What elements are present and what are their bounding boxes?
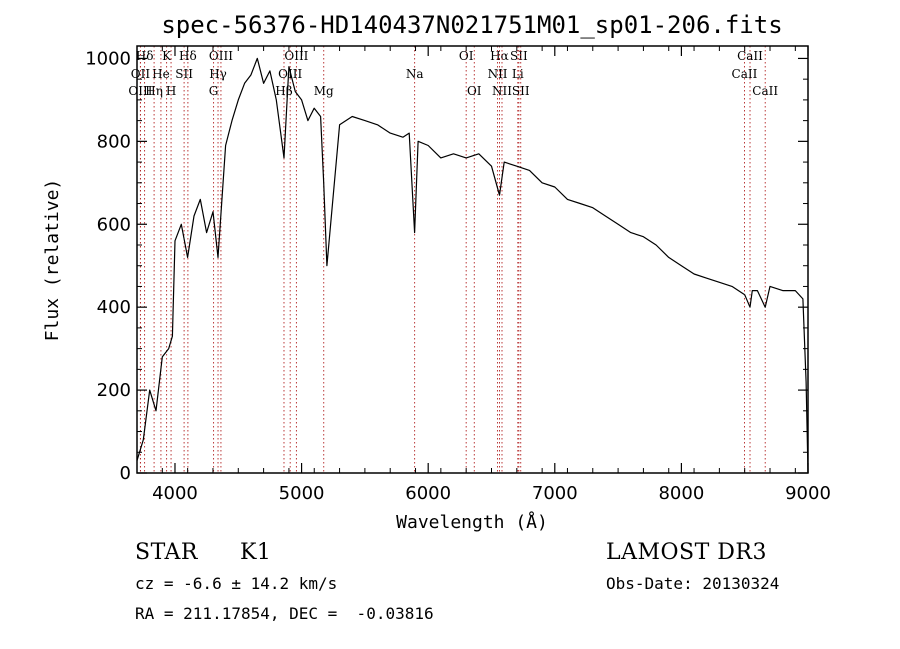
- line-marker-label: SII: [512, 84, 530, 98]
- y-tick-label: 800: [97, 131, 131, 152]
- coordinates-text: RA = 211.17854, DEC = -0.03816: [135, 604, 434, 623]
- x-tick-label: 6000: [405, 483, 451, 504]
- line-marker-label: SII: [510, 49, 528, 63]
- line-marker-label: Hη: [145, 84, 163, 98]
- line-marker-label: CaII: [752, 84, 778, 98]
- obs-date: Obs-Date: 20130324: [606, 574, 780, 593]
- line-marker-label: Li: [512, 67, 524, 81]
- line-marker-label: SII: [175, 67, 193, 81]
- spectrum-line: [136, 57, 809, 474]
- object-subclass: K1: [240, 540, 272, 565]
- line-marker-label: OI: [459, 49, 474, 63]
- x-axis-label: Wavelength (Å): [396, 511, 548, 533]
- survey-name: LAMOST DR3: [606, 540, 767, 565]
- line-marker-label: Mg: [314, 84, 334, 98]
- line-marker-label: K: [162, 49, 172, 63]
- line-marker-label: NII: [492, 84, 512, 98]
- y-axis: 0 200 400 600 800 1000: [85, 48, 808, 484]
- line-marker-label: CaII: [732, 67, 758, 81]
- x-tick-label: 5000: [279, 483, 325, 504]
- line-marker-label: He: [152, 67, 170, 81]
- spectrum-series: [136, 57, 809, 474]
- line-marker-label: Hδ: [179, 49, 197, 63]
- object-class: STAR: [135, 540, 198, 565]
- x-tick-label: 4000: [152, 483, 198, 504]
- line-marker-label: OIII: [284, 49, 308, 63]
- line-marker-label: OI: [467, 84, 482, 98]
- line-marker-label: NII: [488, 67, 508, 81]
- line-marker-label: Hβ: [275, 84, 292, 98]
- y-tick-label: 600: [97, 214, 131, 235]
- x-tick-label: 9000: [785, 483, 831, 504]
- line-marker-label: G: [209, 84, 219, 98]
- line-marker-label: OIII: [128, 84, 152, 98]
- line-marker-label: Na: [406, 67, 424, 81]
- line-marker-label: Hα: [490, 49, 509, 63]
- line-marker-label: Hδ: [136, 49, 154, 63]
- line-marker-label: Hγ: [209, 67, 227, 81]
- chart-title: spec-56376-HD140437N021751M01_sp01-206.f…: [161, 11, 782, 39]
- redshift-text: cz = -6.6 ± 14.2 km/s: [135, 574, 338, 593]
- x-axis: 4000 5000 6000 7000 8000 9000: [136, 46, 831, 504]
- y-tick-label: 1000: [85, 48, 131, 69]
- y-axis-label: Flux (relative): [42, 179, 63, 342]
- plot-frame: [136, 45, 809, 474]
- y-tick-label: 200: [97, 380, 131, 401]
- y-tick-label: 400: [97, 297, 131, 318]
- line-marker-label: H: [166, 84, 176, 98]
- y-tick-label: 0: [120, 463, 131, 484]
- line-marker-label: OIII: [209, 49, 233, 63]
- line-marker-label: CaII: [737, 49, 763, 63]
- x-tick-label: 7000: [532, 483, 578, 504]
- x-tick-label: 8000: [658, 483, 704, 504]
